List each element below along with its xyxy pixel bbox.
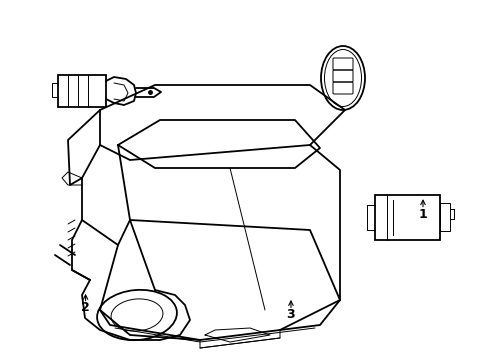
Bar bbox=[374, 195, 439, 240]
Text: 1: 1 bbox=[418, 208, 427, 221]
Text: 3: 3 bbox=[286, 309, 295, 321]
Bar bbox=[58, 75, 106, 107]
Text: 2: 2 bbox=[81, 301, 90, 314]
Bar bbox=[439, 203, 449, 231]
